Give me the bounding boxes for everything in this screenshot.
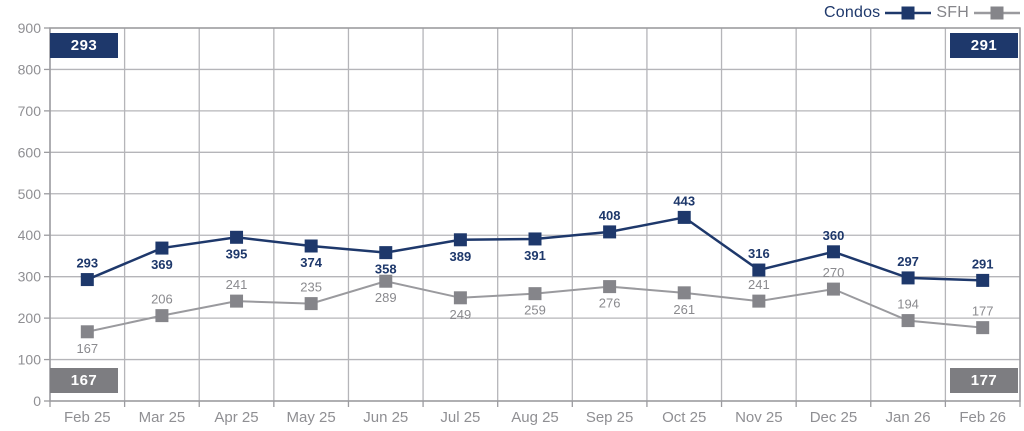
sfh-data-label: 261 [673,302,695,317]
x-axis-label: Jul 25 [440,409,480,426]
sfh-marker [155,309,169,323]
condos-data-label: 408 [599,208,621,223]
badge-sfh-last: 177 [950,368,1018,393]
condos-data-label: 369 [151,257,173,272]
condos-data-label: 297 [897,254,919,269]
badge-condos-first: 293 [50,33,118,58]
sfh-data-label: 177 [972,304,994,319]
legend-label-sfh: SFH [936,4,969,21]
condos-marker [230,230,244,244]
condos-series-icon [885,6,932,20]
x-axis-label: Mar 25 [139,409,186,426]
badge-sfh-first: 167 [50,368,118,393]
sfh-data-label: 249 [450,307,472,322]
y-axis-label: 200 [18,310,42,326]
condos-marker [603,225,617,239]
legend-item-condos: Condos [824,4,932,22]
condos-data-label: 391 [524,248,546,263]
condos-marker [826,245,840,259]
condos-marker [528,232,542,246]
sfh-data-label: 241 [226,277,248,292]
x-axis-label: Feb 25 [64,409,111,426]
condos-data-label: 316 [748,246,770,261]
sfh-data-label: 289 [375,290,397,305]
x-axis-label: Apr 25 [214,409,258,426]
plot-border [49,27,1021,402]
condos-data-label: 389 [450,249,472,264]
y-axis-label: 0 [33,393,41,409]
x-axis-label: Jun 25 [363,409,408,426]
condos-marker [453,233,467,247]
y-axis-label: 300 [18,269,42,285]
legend: Condos SFH [824,2,1020,24]
condos-data-label: 395 [226,246,248,261]
sfh-marker [826,282,840,296]
y-axis-label: 500 [18,186,42,202]
sfh-marker [901,314,915,328]
condos-marker [379,246,393,260]
x-axis-label: Feb 26 [959,409,1006,426]
x-axis-label: Dec 25 [810,409,858,426]
y-axis-label: 800 [18,61,42,77]
condos-marker [901,271,915,285]
badge-condos-last: 291 [950,33,1018,58]
sfh-marker [379,274,393,288]
y-axis-label: 900 [18,20,42,36]
sfh-data-label: 167 [76,341,98,356]
x-axis-label: Jan 26 [886,409,931,426]
condos-marker [155,241,169,255]
sfh-marker [453,291,467,305]
x-axis-label: May 25 [287,409,336,426]
sfh-data-label: 241 [748,277,770,292]
x-axis-label: Nov 25 [735,409,783,426]
condos-marker [976,273,990,287]
x-axis-label: Sep 25 [586,409,634,426]
sfh-series-icon [974,6,1020,20]
sfh-data-label: 206 [151,292,173,307]
sfh-data-label: 194 [897,297,919,312]
sfh-marker [304,297,318,311]
sfh-data-label: 235 [300,280,322,295]
legend-label-condos: Condos [824,4,881,21]
sfh-data-label: 270 [823,265,845,280]
x-axis-label: Oct 25 [662,409,706,426]
condos-marker [304,239,318,253]
sfh-marker [80,325,94,339]
sfh-marker [528,287,542,301]
y-axis-label: 600 [18,144,42,160]
condos-data-label: 360 [823,228,845,243]
legend-item-sfh: SFH [936,4,1020,22]
condos-marker [80,273,94,287]
sfh-marker [752,294,766,308]
sfh-marker [230,294,244,308]
sfh-marker [677,286,691,300]
condos-marker [752,263,766,277]
sfh-data-label: 276 [599,296,621,311]
condos-data-label: 443 [673,193,695,208]
sfh-marker [976,321,990,335]
y-axis-label: 400 [18,227,42,243]
sfh-marker [603,280,617,294]
condos-data-label: 358 [375,262,397,277]
y-axis-label: 700 [18,103,42,119]
condos-data-label: 374 [300,255,322,270]
condos-marker [677,210,691,224]
condos-data-label: 291 [972,256,994,271]
condos-data-label: 293 [76,256,98,271]
sfh-data-label: 259 [524,303,546,318]
x-axis-label: Aug 25 [511,409,559,426]
y-axis-label: 100 [18,352,42,368]
